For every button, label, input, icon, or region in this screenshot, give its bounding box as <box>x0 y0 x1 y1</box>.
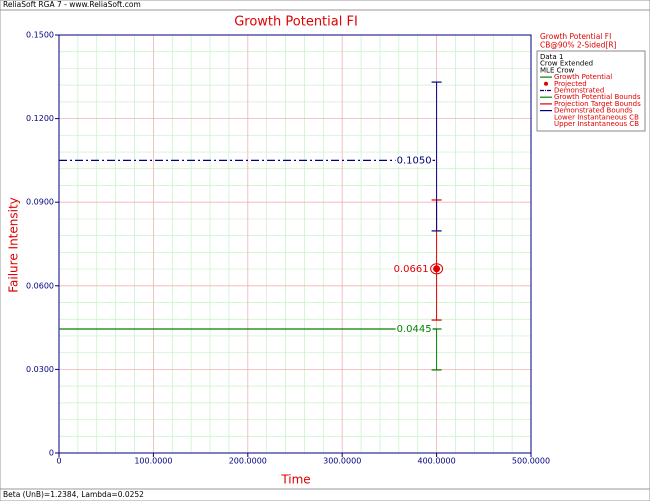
x-tick-label: 300.0000 <box>323 457 361 466</box>
data-label: 0.1050 <box>397 155 432 166</box>
y-tick-label: 0.0300 <box>26 365 54 374</box>
point-ring <box>430 263 444 275</box>
legend-label: Projected <box>554 80 587 88</box>
window-title: ReliaSoft RGA 7 - www.ReliaSoft.com <box>3 0 141 9</box>
legend-info: Data 1 <box>540 53 563 61</box>
legend-swatch <box>544 81 548 86</box>
y-tick-label: 0.1500 <box>26 31 54 40</box>
legend-label: Upper Instantaneous CB <box>554 120 639 128</box>
footer: Beta (UnB)=1.2384, Lambda=0.0252 <box>3 490 144 499</box>
x-tick-label: 500.0000 <box>512 457 550 466</box>
legend-info: Crow Extended <box>540 60 593 68</box>
x-tick-label: 0 <box>56 457 61 466</box>
x-tick-label: 400.0000 <box>418 457 456 466</box>
y-tick-label: 0 <box>49 449 54 458</box>
legend-label: Demonstrated Bounds <box>554 107 633 115</box>
legend-label: Growth Potential <box>554 73 612 81</box>
plot-border <box>58 34 532 454</box>
x-tick-label: 200.0000 <box>229 457 267 466</box>
data-label: 0.0445 <box>397 324 432 335</box>
data-label-bg <box>395 323 433 335</box>
y-tick-label: 0.0900 <box>26 198 54 207</box>
legend-label: Demonstrated <box>554 87 604 95</box>
chart-title: Growth Potential FI <box>234 15 358 30</box>
legend-label: Projection Target Bounds <box>554 100 641 108</box>
legend-info: MLE Crow <box>540 66 574 74</box>
data-label: 0.0661 <box>394 264 429 275</box>
legend-header: Growth Potential FI <box>540 32 611 41</box>
legend-label: Lower Instantaneous CB <box>554 113 639 121</box>
point <box>433 265 441 273</box>
y-tick-label: 0.0600 <box>26 281 54 290</box>
data-label-bg <box>392 263 430 275</box>
legend-box <box>536 50 646 132</box>
x-axis-label: Time <box>280 473 310 487</box>
y-axis-label: Failure Intensity <box>7 197 21 293</box>
y-tick-label: 0.1200 <box>26 114 54 123</box>
legend-header: CB@90% 2-Sided[R] <box>540 41 617 50</box>
x-tick-label: 100.0000 <box>134 457 172 466</box>
legend-label: Growth Potential Bounds <box>554 93 641 101</box>
data-label-bg <box>395 155 433 167</box>
